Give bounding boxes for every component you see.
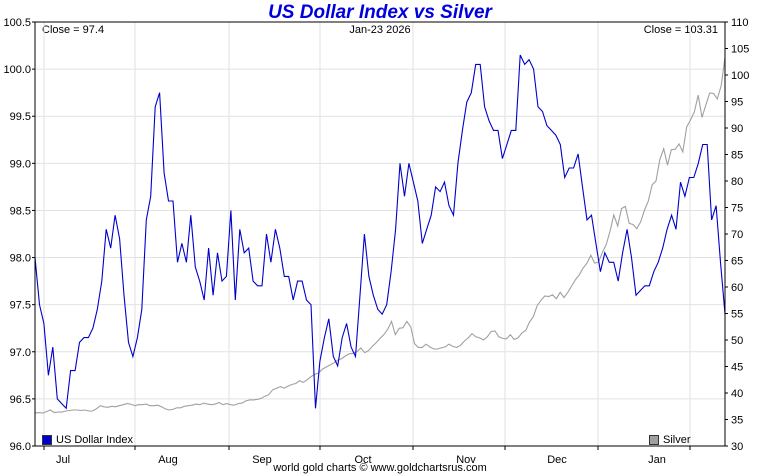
- plot-frame: [34, 21, 726, 447]
- left-tick-label: 96.0: [10, 441, 31, 453]
- right-tick-label: 110: [731, 17, 749, 29]
- right-tick-label: 75: [731, 203, 743, 215]
- right-tick-label: 90: [731, 123, 743, 135]
- close-left-label: Close = 97.4: [42, 24, 105, 36]
- right-tick-label: 95: [731, 97, 743, 109]
- close-right-label: Close = 103.31: [643, 24, 718, 36]
- series-line-silver: [34, 57, 726, 414]
- right-tick-label: 50: [731, 335, 743, 347]
- right-tick-label: 65: [731, 256, 743, 268]
- left-tick-label: 96.5: [10, 394, 31, 406]
- right-tick-label: 55: [731, 309, 743, 321]
- left-tick-label: 99.0: [10, 158, 31, 170]
- left-tick-label: 98.5: [10, 205, 31, 217]
- x-tick-label-oct: Oct: [354, 454, 371, 466]
- series-line-usd-index: [34, 54, 726, 410]
- right-tick-label: 85: [731, 150, 743, 162]
- right-tick-label: 45: [731, 362, 743, 374]
- right-tick-label: 60: [731, 282, 743, 294]
- legend-silver: Silver: [649, 434, 691, 446]
- chart-title: US Dollar Index vs Silver: [268, 2, 492, 23]
- left-tick-label: 100.5: [3, 17, 31, 29]
- x-tick-label-aug: Aug: [158, 454, 178, 466]
- x-tick-label-jan: Jan: [648, 454, 666, 466]
- tick-layer: 96.0 96.5 97.0 97.5 98.0 98.5 99.0 99.5 100.0 100…: [3, 17, 749, 466]
- legend-silver-label: Silver: [663, 434, 691, 446]
- left-tick-label: 99.5: [10, 111, 31, 123]
- right-tick-label: 105: [731, 44, 749, 56]
- right-tick-label: 40: [731, 388, 743, 400]
- x-tick-label-dec: Dec: [547, 454, 567, 466]
- x-tick-label-nov: Nov: [456, 454, 476, 466]
- left-tick-label: 100.0: [3, 64, 31, 76]
- right-tick-label: 30: [731, 441, 743, 453]
- legend-usd-swatch: [42, 435, 52, 445]
- footer-credit: world gold charts © www.goldchartsrus.co…: [273, 462, 487, 474]
- left-tick-label: 97.0: [10, 347, 31, 359]
- left-tick-label: 97.5: [10, 300, 31, 312]
- date-label: Jan-23 2026: [349, 24, 411, 36]
- right-tick-label: 70: [731, 229, 743, 241]
- right-tick-label: 80: [731, 176, 743, 188]
- right-tick-label: 35: [731, 415, 743, 427]
- grid-layer: [35, 21, 725, 447]
- x-tick-label-jul: Jul: [56, 454, 70, 466]
- legend-usd: US Dollar Index: [42, 434, 133, 446]
- left-tick-label: 98.0: [10, 253, 31, 265]
- x-tick-label-sep: Sep: [252, 454, 272, 466]
- legend-usd-label: US Dollar Index: [56, 434, 134, 446]
- right-tick-label: 100: [731, 70, 749, 82]
- series-layer: [34, 54, 726, 414]
- legend-silver-swatch: [649, 435, 659, 445]
